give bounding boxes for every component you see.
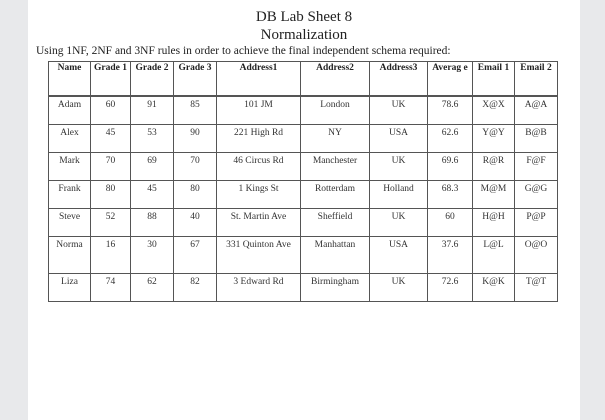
table-cell: Alex	[48, 124, 91, 153]
column-header: Grade 1	[90, 61, 131, 97]
table-cell: 80	[90, 180, 131, 209]
table-cell: Sheffield	[300, 208, 370, 237]
document-subtitle: Normalization	[260, 27, 348, 43]
table-cell: NY	[300, 124, 370, 153]
table-cell: 67	[173, 236, 217, 274]
column-header: Address2	[300, 61, 370, 97]
table-cell: UK	[369, 95, 428, 125]
table-cell: 46 Circus Rd	[216, 152, 301, 181]
table-cell: K@K	[472, 273, 515, 302]
column-header: Address3	[369, 61, 428, 97]
table-cell: 69	[130, 152, 174, 181]
table-cell: T@T	[514, 273, 558, 302]
table-cell: London	[300, 95, 370, 125]
table-row: Norma 16 30 67 331 Quinton Ave Manhattan USA 37…	[48, 236, 558, 274]
table-cell: 53	[130, 124, 174, 153]
table-cell: 85	[173, 95, 217, 125]
table-row: Steve 52 88 40 St. Martin Ave Sheffield UK 60 H@…	[48, 208, 558, 237]
table-cell: 40	[173, 208, 217, 237]
table-cell: L@L	[472, 236, 515, 274]
table-cell: 1 Kings St	[216, 180, 301, 209]
table-cell: 82	[173, 273, 217, 302]
table-row: Alex 45 53 90 221 High Rd NY USA 62.6 Y@Y B@B	[48, 124, 558, 153]
table-cell: 70	[173, 152, 217, 181]
table-row: Adam 60 91 85 101 JM London UK 78.6 X@X A@A	[48, 95, 558, 125]
table-cell: Manhattan	[300, 236, 370, 274]
table-cell: Norma	[48, 236, 91, 274]
table-cell: 70	[90, 152, 131, 181]
table-cell: 80	[173, 180, 217, 209]
table-cell: 60	[90, 95, 131, 125]
table-header-row: Name Grade 1 Grade 2 Grade 3 Address1 Address…	[48, 61, 558, 97]
table-cell: 37.6	[427, 236, 473, 274]
table-cell: 221 High Rd	[216, 124, 301, 153]
table-row: Liza 74 62 82 3 Edward Rd Birmingham UK 72.6 K@K…	[48, 273, 558, 302]
table-cell: St. Martin Ave	[216, 208, 301, 237]
table-cell: 52	[90, 208, 131, 237]
table-row: Mark 70 69 70 46 Circus Rd Manchester UK 69.6 R@…	[48, 152, 558, 181]
table-cell: Rotterdam	[300, 180, 370, 209]
table-cell: 74	[90, 273, 131, 302]
table-cell: 90	[173, 124, 217, 153]
table-cell: 101 JM	[216, 95, 301, 125]
table-cell: Mark	[48, 152, 91, 181]
table-cell: 45	[130, 180, 174, 209]
column-header: Grade 3	[173, 61, 217, 97]
student-table: Name Grade 1 Grade 2 Grade 3 Address1 Address…	[48, 61, 558, 302]
table-row: Frank 80 45 80 1 Kings St Rotterdam Holland 68.…	[48, 180, 558, 209]
column-header: Averag e	[427, 61, 473, 97]
table-cell: Y@Y	[472, 124, 515, 153]
document-page: DB Lab Sheet 8 Normalization Using 1NF, …	[28, 0, 580, 420]
instruction-text: Using 1NF, 2NF and 3NF rules in order to…	[36, 45, 451, 57]
table-cell: 30	[130, 236, 174, 274]
table-cell: Holland	[369, 180, 428, 209]
table-cell: Manchester	[300, 152, 370, 181]
table-cell: 3 Edward Rd	[216, 273, 301, 302]
table-cell: USA	[369, 236, 428, 274]
table-cell: UK	[369, 152, 428, 181]
table-cell: P@P	[514, 208, 558, 237]
table-cell: Adam	[48, 95, 91, 125]
table-cell: M@M	[472, 180, 515, 209]
table-cell: 45	[90, 124, 131, 153]
table-cell: 69.6	[427, 152, 473, 181]
table-cell: 68.3	[427, 180, 473, 209]
column-header: Address1	[216, 61, 301, 97]
table-cell: A@A	[514, 95, 558, 125]
table-cell: 16	[90, 236, 131, 274]
table-cell: R@R	[472, 152, 515, 181]
table-cell: B@B	[514, 124, 558, 153]
table-cell: G@G	[514, 180, 558, 209]
column-header: Email 2	[514, 61, 558, 97]
column-header: Email 1	[472, 61, 515, 97]
table-cell: H@H	[472, 208, 515, 237]
table-cell: 60	[427, 208, 473, 237]
table-cell: 62.6	[427, 124, 473, 153]
table-cell: X@X	[472, 95, 515, 125]
table-cell: USA	[369, 124, 428, 153]
table-cell: 62	[130, 273, 174, 302]
table-cell: 331 Quinton Ave	[216, 236, 301, 274]
table-cell: Liza	[48, 273, 91, 302]
column-header: Name	[48, 61, 91, 97]
table-cell: 78.6	[427, 95, 473, 125]
document-title: DB Lab Sheet 8	[255, 9, 353, 25]
table-cell: 91	[130, 95, 174, 125]
table-cell: 88	[130, 208, 174, 237]
table-cell: F@F	[514, 152, 558, 181]
table-cell: Birmingham	[300, 273, 370, 302]
table-cell: 72.6	[427, 273, 473, 302]
table-cell: Frank	[48, 180, 91, 209]
table-cell: Steve	[48, 208, 91, 237]
column-header: Grade 2	[130, 61, 174, 97]
table-cell: UK	[369, 273, 428, 302]
table-cell: O@O	[514, 236, 558, 274]
table-cell: UK	[369, 208, 428, 237]
